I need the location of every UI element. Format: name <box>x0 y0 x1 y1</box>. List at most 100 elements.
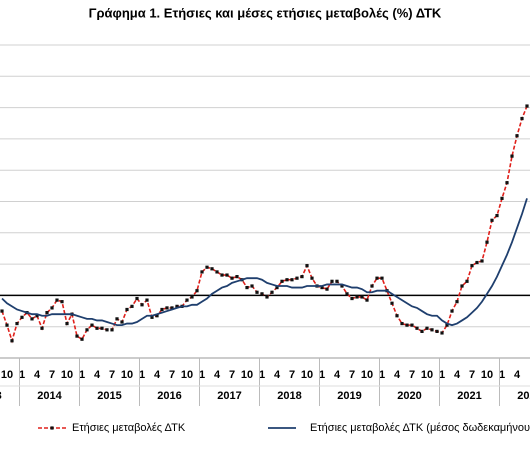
data-point <box>520 116 524 121</box>
data-point <box>125 307 129 312</box>
data-point <box>505 181 509 185</box>
data-point <box>190 295 194 299</box>
data-point <box>295 276 299 280</box>
year-label: 2019 <box>337 390 361 402</box>
data-point <box>475 260 479 265</box>
data-point <box>140 303 144 307</box>
data-point <box>415 326 419 330</box>
data-point <box>130 304 134 308</box>
data-point <box>335 279 339 283</box>
data-point <box>515 134 519 138</box>
x-tick-label: 7 <box>409 369 415 381</box>
year-label: 2017 <box>217 390 241 402</box>
x-tick-label: 1 <box>319 369 325 381</box>
data-point <box>150 315 154 319</box>
data-point <box>465 279 469 283</box>
legend-label: Ετήσιες μεταβολές ΔΤΚ (μέσος δωδεκαμήνου… <box>310 422 530 434</box>
data-point <box>175 304 179 308</box>
data-point <box>410 323 414 327</box>
x-tick-label: 4 <box>94 369 101 381</box>
data-point <box>340 284 344 288</box>
chart-title: Γράφημα 1. Ετήσιες και μέσες ετήσιες μετ… <box>89 5 442 20</box>
data-point <box>485 240 489 244</box>
data-point <box>450 309 454 313</box>
data-point <box>40 326 44 330</box>
data-point <box>230 276 234 280</box>
data-point <box>95 326 99 330</box>
data-point <box>235 275 239 279</box>
data-point <box>145 298 149 302</box>
x-tick-label: 10 <box>1 369 13 381</box>
data-point <box>155 314 159 318</box>
data-point <box>90 323 94 327</box>
x-tick-label: 10 <box>361 369 373 381</box>
data-point <box>275 285 279 290</box>
x-tick-label: 4 <box>214 369 221 381</box>
data-point <box>320 285 324 290</box>
data-point <box>435 329 439 333</box>
data-point <box>365 298 369 302</box>
x-tick-label: 1 <box>79 369 85 381</box>
x-tick-label: 7 <box>169 369 175 381</box>
data-point <box>5 323 9 327</box>
year-label: 2014 <box>37 390 62 402</box>
year-label: 2018 <box>277 390 301 402</box>
data-point <box>205 265 209 269</box>
data-point <box>455 300 459 304</box>
x-tick-label: 7 <box>109 369 115 381</box>
x-tick-label: 7 <box>289 369 295 381</box>
x-tick-label: 1 <box>379 369 385 381</box>
data-point <box>75 334 79 338</box>
data-point <box>430 328 434 332</box>
data-point <box>420 329 424 333</box>
x-tick-label: 7 <box>469 369 475 381</box>
data-point <box>390 301 394 305</box>
data-point <box>495 213 499 218</box>
data-point <box>500 196 504 200</box>
data-point <box>170 306 174 310</box>
x-tick-label: 1 <box>439 369 445 381</box>
data-point <box>400 321 404 326</box>
data-point <box>395 314 399 318</box>
data-point <box>260 292 264 296</box>
data-point <box>255 290 259 294</box>
legend-swatch <box>50 426 54 430</box>
x-tick-label: 7 <box>49 369 55 381</box>
data-point <box>55 298 59 302</box>
x-tick-label: 7 <box>349 369 355 381</box>
data-point <box>60 300 64 304</box>
data-point <box>290 278 294 282</box>
x-tick-label: 10 <box>241 369 253 381</box>
data-point <box>35 314 39 318</box>
data-point <box>220 273 224 277</box>
data-point <box>15 321 19 326</box>
data-point <box>185 298 189 302</box>
data-point <box>165 306 169 310</box>
year-label: 2015 <box>97 390 121 402</box>
x-tick-label: 1 <box>19 369 25 381</box>
data-point <box>270 290 274 294</box>
x-tick-label: 4 <box>34 369 41 381</box>
data-point <box>360 295 364 299</box>
data-point <box>160 307 164 312</box>
data-point <box>105 328 109 332</box>
data-point <box>285 278 289 282</box>
x-tick-label: 4 <box>334 369 341 381</box>
data-point <box>225 273 229 277</box>
data-point <box>20 315 24 319</box>
data-point <box>45 311 49 315</box>
x-tick-label: 4 <box>154 369 161 381</box>
data-point <box>280 279 284 283</box>
x-tick-label: 4 <box>394 369 401 381</box>
data-point <box>265 295 269 299</box>
data-point <box>245 285 249 290</box>
year-label: 2013 <box>0 390 2 402</box>
x-tick-label: 1 <box>499 369 505 381</box>
data-point <box>135 296 139 301</box>
data-point <box>210 267 214 271</box>
data-point <box>355 295 359 299</box>
data-point <box>310 276 314 280</box>
data-point <box>100 326 104 330</box>
series-line <box>1 105 528 344</box>
